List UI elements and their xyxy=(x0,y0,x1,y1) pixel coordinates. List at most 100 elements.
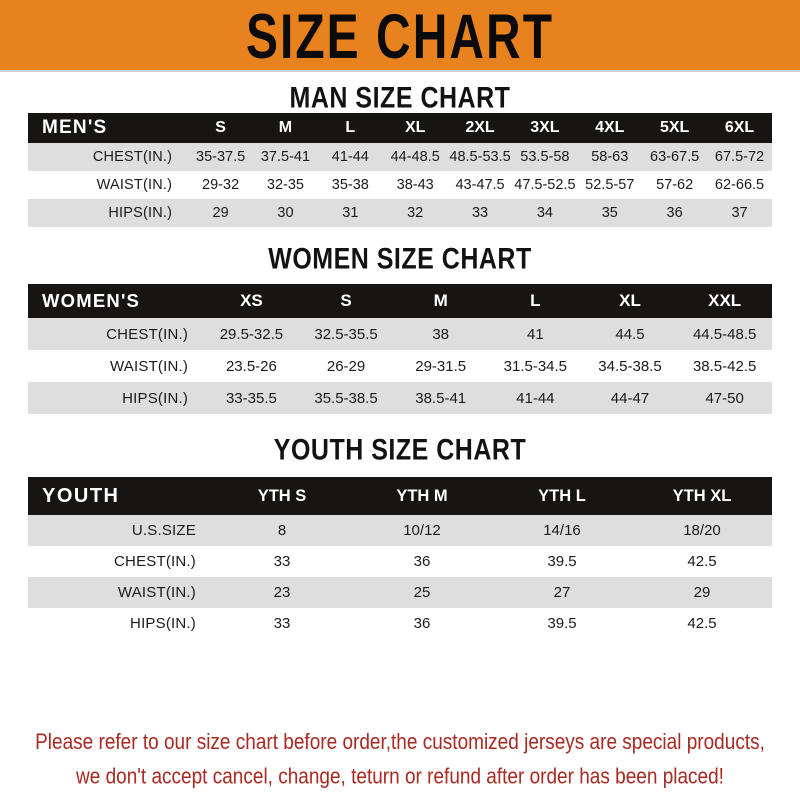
youth-ussize-s: 8 xyxy=(277,522,287,539)
youth-hips-l: 39.5 xyxy=(547,615,577,632)
women-waist-xxl: 38.5-42.5 xyxy=(692,357,757,375)
women-chest-l: 41 xyxy=(526,325,544,343)
table-row: WAIST(IN.) 29-32 32-35 35-38 38-43 43-47… xyxy=(28,171,772,199)
youth-chest-l: 39.5 xyxy=(547,553,577,570)
women-size-chart-block: WOMEN'S XS S M L XL XXL CHEST(IN.) 29.5-… xyxy=(28,284,772,414)
youth-hips-m: 36 xyxy=(413,615,431,632)
women-row-label-waist: WAIST(IN.) xyxy=(109,357,189,375)
man-waist-3xl: 47.5-52.5 xyxy=(514,177,576,193)
women-header-label: WOMEN'S xyxy=(42,290,141,311)
man-size-chart-block: MEN'S S M L XL 2XL 3XL 4XL 5XL 6XL CHEST… xyxy=(28,113,772,227)
youth-chest-s: 33 xyxy=(273,553,291,570)
man-col-header-m: M xyxy=(278,119,293,136)
man-row-label-hips: HIPS(IN.) xyxy=(108,205,173,221)
women-chest-xs: 29.5-32.5 xyxy=(219,325,284,343)
table-row: CHEST(IN.) 33 36 39.5 42.5 xyxy=(28,546,772,577)
man-size-table: MEN'S S M L XL 2XL 3XL 4XL 5XL 6XL CHEST… xyxy=(28,113,772,227)
man-hips-2xl: 33 xyxy=(471,205,489,221)
youth-size-table: YOUTH YTH S YTH M YTH L YTH XL U.S.SIZE … xyxy=(28,477,772,639)
women-waist-l: 31.5-34.5 xyxy=(503,357,568,375)
table-row: HIPS(IN.) 29 30 31 32 33 34 35 36 37 xyxy=(28,199,772,227)
man-hips-l: 31 xyxy=(342,205,359,221)
man-row-label-chest: CHEST(IN.) xyxy=(92,149,173,165)
women-size-table: WOMEN'S XS S M L XL XXL CHEST(IN.) 29.5-… xyxy=(28,284,772,414)
women-col-header-xxl: XXL xyxy=(708,291,742,310)
table-row: CHEST(IN.) 35-37.5 37.5-41 41-44 44-48.5… xyxy=(28,143,772,171)
section-title-man: MAN SIZE CHART xyxy=(289,81,511,115)
man-chest-l: 41-44 xyxy=(331,149,369,165)
page-title: SIZE CHART xyxy=(245,0,555,71)
table-row: WAIST(IN.) 23 25 27 29 xyxy=(28,577,772,608)
youth-ussize-m: 10/12 xyxy=(403,522,441,539)
women-chest-s: 32.5-35.5 xyxy=(314,325,378,343)
women-hips-xl: 44-47 xyxy=(610,389,650,407)
women-hips-l: 41-44 xyxy=(516,389,555,407)
women-col-header-xs: XS xyxy=(240,291,263,310)
youth-chest-xl: 42.5 xyxy=(687,553,717,570)
women-col-header-s: S xyxy=(340,291,352,310)
youth-row-label-waist: WAIST(IN.) xyxy=(117,584,196,601)
man-col-header-s: S xyxy=(215,119,226,136)
women-table-header-row: WOMEN'S XS S M L XL XXL xyxy=(28,284,772,318)
youth-chest-m: 36 xyxy=(413,553,431,570)
man-hips-6xl: 37 xyxy=(731,205,748,221)
man-waist-m: 32-35 xyxy=(266,177,304,193)
youth-waist-s: 23 xyxy=(273,584,291,601)
women-chest-m: 38 xyxy=(432,325,450,343)
youth-hips-s: 33 xyxy=(273,615,291,632)
man-chest-s: 35-37.5 xyxy=(196,149,246,165)
youth-col-header-l: YTH L xyxy=(538,486,586,505)
women-hips-s: 35.5-38.5 xyxy=(314,389,378,407)
table-row: CHEST(IN.) 29.5-32.5 32.5-35.5 38 41 44.… xyxy=(28,318,772,350)
women-waist-s: 26-29 xyxy=(326,357,366,375)
youth-hips-xl: 42.5 xyxy=(687,615,717,632)
youth-header-label: YOUTH xyxy=(42,484,120,507)
man-waist-xl: 38-43 xyxy=(396,177,434,193)
man-hips-xl: 32 xyxy=(407,205,424,221)
table-row: HIPS(IN.) 33 36 39.5 42.5 xyxy=(28,608,772,639)
man-col-header-3xl: 3XL xyxy=(530,119,560,136)
women-waist-m: 29-31.5 xyxy=(415,357,467,375)
women-hips-xs: 33-35.5 xyxy=(225,389,277,407)
youth-waist-xl: 29 xyxy=(693,584,711,601)
footer-line-1: Please refer to our size chart before or… xyxy=(35,730,765,755)
youth-waist-l: 27 xyxy=(553,584,571,601)
youth-row-label-hips: HIPS(IN.) xyxy=(130,615,196,632)
man-col-header-6xl: 6XL xyxy=(724,119,755,136)
youth-table-header-row: YOUTH YTH S YTH M YTH L YTH XL xyxy=(28,477,772,515)
man-waist-l: 35-38 xyxy=(331,177,369,193)
women-col-header-l: L xyxy=(530,291,541,310)
women-row-label-chest: CHEST(IN.) xyxy=(106,325,189,343)
page-header-banner: SIZE CHART xyxy=(0,0,800,72)
women-chest-xl: 44.5 xyxy=(615,325,645,343)
table-row: WAIST(IN.) 23.5-26 26-29 29-31.5 31.5-34… xyxy=(28,350,772,382)
youth-size-chart-block: YOUTH YTH S YTH M YTH L YTH XL U.S.SIZE … xyxy=(28,477,772,639)
man-table-header-row: MEN'S S M L XL 2XL 3XL 4XL 5XL 6XL xyxy=(28,113,772,143)
youth-row-label-chest: CHEST(IN.) xyxy=(114,553,196,570)
women-col-header-xl: XL xyxy=(619,291,641,310)
women-row-label-hips: HIPS(IN.) xyxy=(122,389,189,407)
section-title-youth: YOUTH SIZE CHART xyxy=(273,433,527,467)
man-col-header-2xl: 2XL xyxy=(465,119,495,136)
women-hips-m: 38.5-41 xyxy=(415,389,467,407)
man-hips-3xl: 34 xyxy=(536,205,553,221)
women-chest-xxl: 44.5-48.5 xyxy=(692,325,757,343)
man-hips-m: 30 xyxy=(277,205,294,221)
footer-disclaimer: Please refer to our size chart before or… xyxy=(0,726,800,795)
youth-waist-m: 25 xyxy=(413,584,431,601)
women-col-header-m: M xyxy=(433,291,448,310)
man-chest-m: 37.5-41 xyxy=(260,149,311,165)
man-chest-5xl: 63-67.5 xyxy=(650,149,700,165)
man-col-header-l: L xyxy=(345,119,356,136)
man-col-header-4xl: 4XL xyxy=(595,119,625,136)
man-waist-2xl: 43-47.5 xyxy=(455,177,505,193)
youth-col-header-s: YTH S xyxy=(257,486,307,505)
section-title-women: WOMEN SIZE CHART xyxy=(268,242,532,276)
man-chest-3xl: 53.5-58 xyxy=(520,149,570,165)
youth-ussize-xl: 18/20 xyxy=(683,522,721,539)
man-header-label: MEN'S xyxy=(42,117,108,138)
youth-row-label-us-size: U.S.SIZE xyxy=(131,522,196,539)
table-row: U.S.SIZE 8 10/12 14/16 18/20 xyxy=(28,515,772,546)
man-chest-xl: 44-48.5 xyxy=(390,149,440,165)
youth-col-header-xl: YTH XL xyxy=(672,486,732,505)
